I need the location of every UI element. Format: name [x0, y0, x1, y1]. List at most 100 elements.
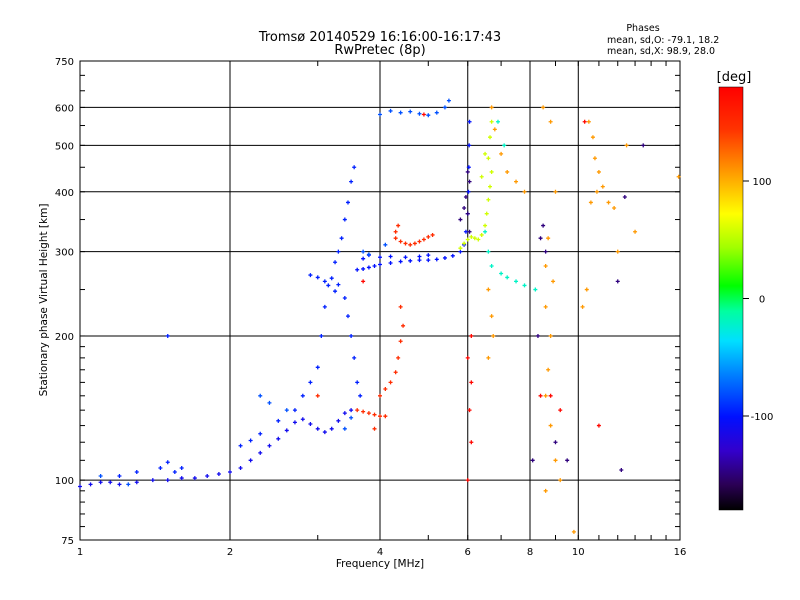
data-point — [489, 263, 494, 268]
data-point — [366, 411, 371, 416]
data-point — [543, 249, 548, 254]
data-point — [355, 408, 360, 413]
data-point — [514, 179, 519, 184]
y-tick-label: 200 — [55, 332, 74, 343]
data-point — [469, 234, 474, 239]
data-point — [383, 242, 388, 247]
data-point — [417, 111, 422, 116]
data-point — [216, 472, 221, 477]
data-point — [322, 279, 327, 284]
data-point — [372, 426, 377, 431]
data-point — [434, 257, 439, 262]
data-point — [466, 189, 471, 194]
data-point — [417, 258, 422, 263]
data-point — [393, 370, 398, 375]
data-point — [342, 411, 347, 416]
data-point — [134, 480, 139, 485]
data-point — [388, 380, 393, 385]
data-point — [88, 482, 93, 487]
data-point — [396, 223, 401, 228]
data-point — [465, 211, 470, 216]
data-point — [499, 271, 504, 276]
data-point — [541, 105, 546, 110]
data-point — [586, 119, 591, 124]
data-point — [378, 414, 382, 419]
data-point — [434, 110, 439, 115]
data-point — [308, 273, 313, 278]
data-point — [355, 267, 360, 272]
data-point — [179, 476, 184, 481]
data-point — [165, 460, 170, 465]
data-point — [322, 430, 327, 435]
data-point — [349, 415, 354, 420]
data-point — [488, 135, 493, 140]
data-point — [553, 458, 558, 463]
data-point — [336, 249, 341, 254]
data-point — [467, 179, 472, 184]
data-point — [388, 261, 393, 266]
data-point — [467, 143, 472, 148]
x-tick-label: 1 — [77, 547, 83, 558]
data-point — [228, 469, 232, 474]
data-point — [398, 239, 403, 244]
data-point — [401, 323, 406, 328]
data-point — [398, 304, 403, 309]
data-point — [486, 156, 491, 161]
data-point — [588, 200, 593, 205]
data-point — [446, 98, 451, 103]
data-point — [393, 236, 398, 241]
data-point — [541, 223, 546, 228]
data-point — [366, 265, 371, 270]
data-point — [546, 236, 551, 241]
data-point — [543, 488, 548, 493]
data-point — [467, 408, 472, 413]
data-point — [248, 438, 253, 443]
x-tick-label: 4 — [377, 547, 383, 558]
data-point — [412, 241, 417, 246]
data-point — [349, 408, 354, 413]
y-tick-label: 750 — [55, 57, 74, 68]
data-point — [499, 151, 504, 156]
data-point — [342, 217, 347, 222]
data-point — [372, 263, 377, 268]
data-point — [98, 474, 103, 479]
data-point — [466, 165, 471, 170]
y-tick-label: 100 — [55, 476, 74, 487]
colorbar-tick-label: 0 — [759, 295, 765, 306]
data-point — [372, 412, 377, 417]
data-point — [558, 408, 563, 413]
data-point — [486, 355, 491, 360]
data-point — [284, 408, 289, 413]
data-point — [421, 112, 426, 117]
data-point — [398, 110, 403, 115]
x-axis-label: Frequency [MHz] — [336, 558, 424, 570]
data-point — [78, 484, 82, 489]
data-point — [345, 314, 350, 319]
data-point — [383, 414, 388, 419]
data-point — [596, 169, 601, 174]
data-point — [462, 241, 467, 246]
data-point — [349, 333, 354, 338]
data-point — [192, 476, 197, 481]
data-point — [378, 112, 382, 117]
data-point — [292, 408, 297, 413]
data-point — [158, 466, 163, 471]
data-point — [403, 241, 408, 246]
colorbar-tick-label: 100 — [752, 177, 771, 188]
data-point — [300, 393, 305, 398]
data-point — [495, 119, 500, 124]
data-point — [489, 119, 494, 124]
data-point — [388, 108, 393, 113]
data-point — [408, 109, 413, 114]
data-point — [179, 466, 184, 471]
data-point — [502, 143, 507, 148]
data-point — [98, 480, 103, 485]
data-point — [489, 314, 494, 319]
data-point — [465, 237, 470, 242]
data-point — [165, 333, 170, 338]
y-tick-label: 600 — [55, 103, 74, 114]
data-point — [590, 135, 595, 140]
data-point — [361, 249, 366, 254]
data-point — [383, 386, 388, 391]
